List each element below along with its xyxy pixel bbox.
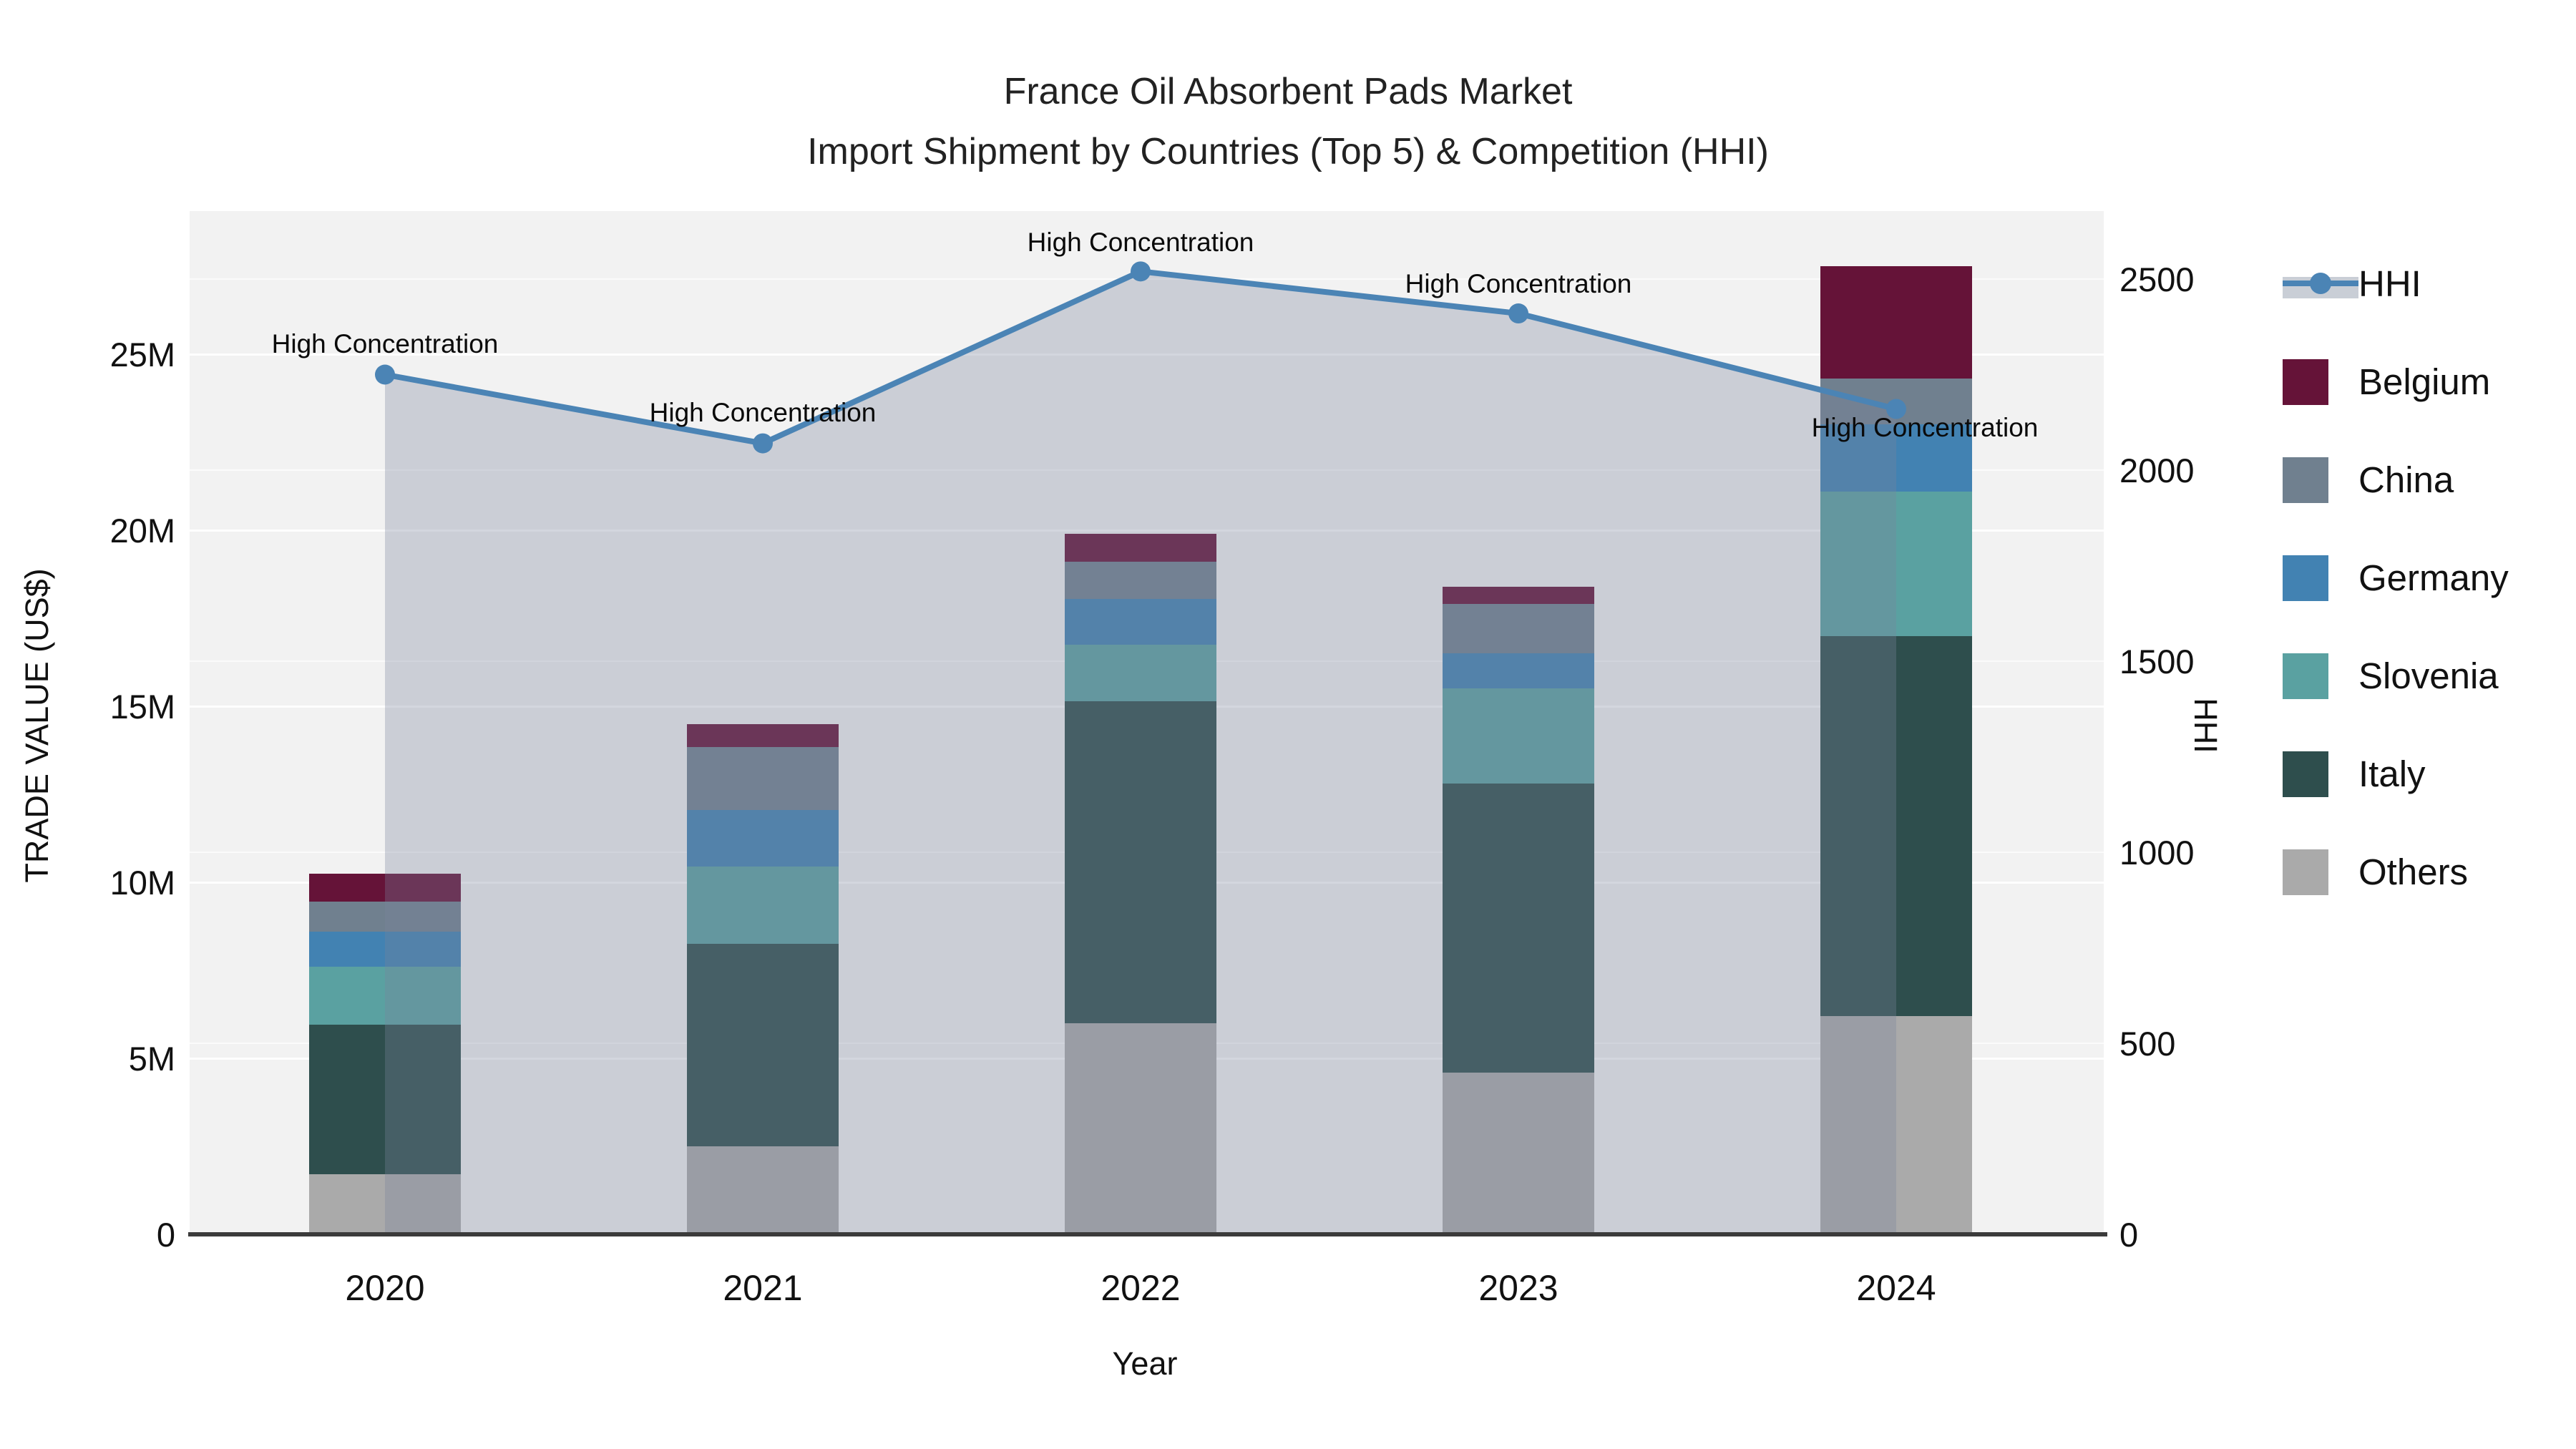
bar-segment-others-2020 (309, 1174, 461, 1234)
annotation-high-concentration-2022: High Concentration (1027, 228, 1254, 257)
hhi-line-layer (375, 261, 1906, 1234)
bar-segment-germany-2020 (309, 931, 461, 967)
legend-label-others: Others (2358, 852, 2469, 892)
y-left-tick-15M: 15M (109, 688, 175, 726)
x-tick-2023: 2023 (1478, 1268, 1558, 1308)
x-tick-2024: 2024 (1856, 1268, 1936, 1308)
y-right-tick-1500: 1500 (2119, 643, 2195, 680)
y-left-tick-25M: 25M (109, 336, 175, 374)
legend-label-belgium: Belgium (2358, 361, 2491, 402)
chart-title-line-1: France Oil Absorbent Pads Market (1003, 71, 1573, 112)
bar-segment-germany-2022 (1065, 598, 1216, 645)
bar-segment-germany-2024 (1820, 424, 1972, 492)
x-axis-line (188, 1232, 2107, 1236)
bar-segment-slovenia-2024 (1820, 491, 1972, 636)
gridline-hhi-2000 (190, 469, 2104, 471)
hhi-area-fill (385, 271, 1896, 1234)
bar-segment-others-2021 (687, 1146, 839, 1234)
legend-item-slovenia[interactable]: Slovenia (2283, 627, 2576, 725)
bar-segment-china-2022 (1065, 562, 1216, 599)
y-right-tick-2000: 2000 (2119, 452, 2195, 489)
x-tick-2022: 2022 (1101, 1268, 1181, 1308)
annotation-high-concentration-2020: High Concentration (271, 329, 499, 358)
legend-swatch-china (2283, 457, 2328, 503)
hhi-marker-2021 (753, 433, 773, 454)
legend-swatch-italy (2283, 751, 2328, 797)
bar-segment-others-2023 (1443, 1072, 1594, 1234)
x-tick-2021: 2021 (723, 1268, 803, 1308)
chart-title-line-2: Import Shipment by Countries (Top 5) & C… (807, 131, 1769, 172)
bar-segment-belgium-2023 (1443, 586, 1594, 605)
bar-segment-germany-2021 (687, 810, 839, 867)
legend-item-china[interactable]: China (2283, 431, 2576, 529)
gridline-trade-25M (190, 353, 2104, 356)
bar-segment-belgium-2021 (687, 723, 839, 747)
legend-hhi-line-icon (2283, 261, 2358, 307)
bar-segment-china-2021 (687, 746, 839, 811)
legend-swatch-slovenia (2283, 653, 2328, 699)
y-right-tick-2500: 2500 (2119, 260, 2195, 298)
bar-segment-belgium-2024 (1820, 266, 1972, 379)
gridline-trade-20M (190, 530, 2104, 532)
y-right-tick-1000: 1000 (2119, 834, 2195, 872)
bar-segment-belgium-2020 (309, 873, 461, 902)
annotation-high-concentration-2023: High Concentration (1405, 269, 1632, 298)
legend-label-china: China (2358, 459, 2454, 500)
annotation-high-concentration-2021: High Concentration (649, 398, 877, 427)
legend-swatch-germany (2283, 555, 2328, 601)
bar-segment-others-2024 (1820, 1015, 1972, 1234)
x-tick-2020: 2020 (345, 1268, 425, 1308)
hhi-marker-2024 (1886, 399, 1906, 419)
bar-segment-china-2023 (1443, 604, 1594, 654)
legend-item-belgium[interactable]: Belgium (2283, 333, 2576, 431)
bar-segment-slovenia-2020 (309, 967, 461, 1025)
legend-label-italy: Italy (2358, 753, 2426, 794)
legend-item-italy[interactable]: Italy (2283, 725, 2576, 823)
y-right-tick-0: 0 (2119, 1216, 2139, 1254)
hhi-marker-2020 (375, 364, 395, 385)
hhi-marker-2023 (1508, 303, 1528, 324)
bar-segment-slovenia-2022 (1065, 644, 1216, 701)
legend-label-hhi: HHI (2358, 263, 2421, 304)
legend-swatch-others (2283, 849, 2328, 895)
y-left-tick-5M: 5M (128, 1040, 175, 1078)
bar-segment-italy-2024 (1820, 635, 1972, 1016)
y-left-tick-0: 0 (156, 1216, 175, 1254)
legend-swatch-belgium (2283, 358, 2328, 405)
bar-segment-germany-2023 (1443, 653, 1594, 689)
x-axis-title: Year (1112, 1345, 1178, 1382)
y-right-tick-500: 500 (2119, 1025, 2176, 1063)
legend: HHI Belgium China Germany Slovenia Italy Other… (2283, 235, 2576, 921)
bar-segment-italy-2023 (1443, 784, 1594, 1073)
bar-segment-slovenia-2023 (1443, 688, 1594, 784)
legend-item-others[interactable]: Others (2283, 823, 2576, 921)
legend-label-slovenia: Slovenia (2358, 655, 2499, 696)
legend-item-germany[interactable]: Germany (2283, 529, 2576, 627)
bar-segment-slovenia-2021 (687, 866, 839, 945)
hhi-marker-2022 (1131, 261, 1151, 282)
legend-label-germany: Germany (2358, 557, 2509, 598)
legend-dot (2310, 272, 2331, 294)
y-axis-left-title: TRADE VALUE (US$) (19, 568, 55, 883)
annotation-high-concentration-2024: High Concentration (1811, 413, 2039, 442)
y-left-tick-20M: 20M (109, 512, 175, 550)
y-axis-right-title: HHI (2187, 698, 2224, 753)
legend-item-hhi[interactable]: HHI (2283, 235, 2576, 333)
bar-segment-italy-2020 (309, 1025, 461, 1175)
bar-segment-others-2022 (1065, 1023, 1216, 1234)
bar-segment-italy-2021 (687, 944, 839, 1146)
bar-segment-belgium-2022 (1065, 533, 1216, 562)
bar-segment-italy-2022 (1065, 701, 1216, 1023)
bar-segment-china-2020 (309, 902, 461, 932)
y-left-tick-10M: 10M (109, 864, 175, 902)
